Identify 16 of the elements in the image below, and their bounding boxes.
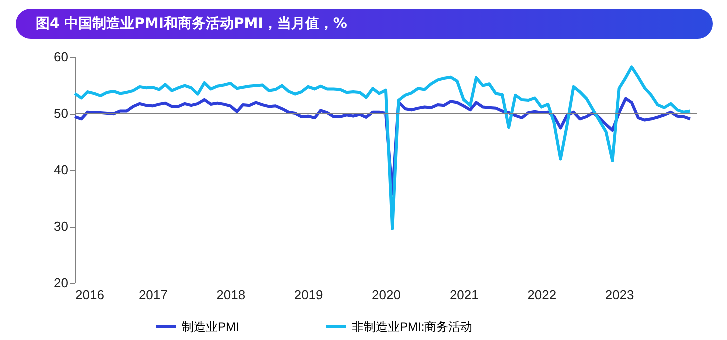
legend-label: 制造业PMI <box>182 320 240 334</box>
chart-title: 图4 中国制造业PMI和商务活动PMI，当月值，% <box>16 9 713 39</box>
y-tick-label: 40 <box>54 162 68 178</box>
x-tick-label: 2016 <box>76 288 104 302</box>
y-tick-label: 50 <box>54 106 68 121</box>
x-tick-label: 2018 <box>216 288 246 302</box>
legend-label: 非制造业PMI:商务活动 <box>352 320 473 334</box>
y-tick-label: 60 <box>54 50 68 64</box>
y-tick-label: 20 <box>54 276 68 290</box>
x-tick-label: 2021 <box>450 288 479 302</box>
y-tick-label: 30 <box>54 219 68 234</box>
x-tick-label: 2022 <box>528 288 557 302</box>
x-tick-label: 2019 <box>294 288 324 302</box>
x-tick-label: 2023 <box>605 288 634 302</box>
x-tick-label: 2017 <box>138 288 168 302</box>
x-tick-label: 2020 <box>372 288 401 302</box>
